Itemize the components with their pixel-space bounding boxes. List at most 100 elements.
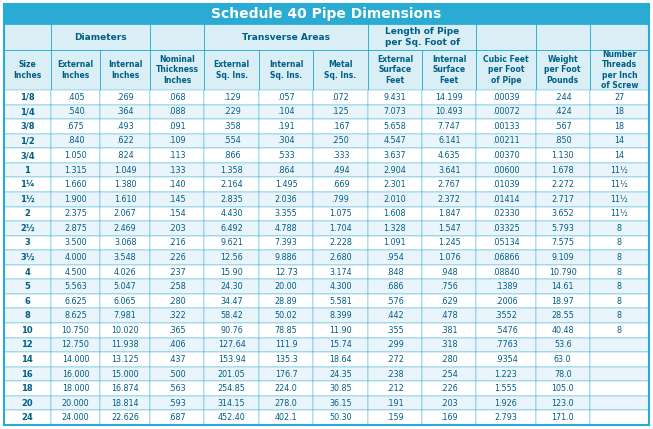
Text: 10.020: 10.020	[112, 326, 139, 335]
Bar	[150, 105, 204, 119]
Text: 1.555: 1.555	[494, 384, 517, 393]
Bar	[590, 119, 649, 134]
Bar	[422, 396, 477, 411]
Bar	[477, 105, 535, 119]
Text: .00072: .00072	[492, 107, 520, 116]
Text: 3.068: 3.068	[114, 239, 136, 248]
Bar	[101, 163, 150, 177]
Text: .216: .216	[168, 239, 186, 248]
Text: 9.109: 9.109	[551, 253, 574, 262]
Text: 2.164: 2.164	[220, 180, 243, 189]
Text: 2.372: 2.372	[438, 195, 461, 204]
Bar	[150, 396, 204, 411]
Text: 50.30: 50.30	[329, 413, 352, 422]
Text: 20.00: 20.00	[275, 282, 297, 291]
Bar	[368, 177, 422, 192]
Bar	[259, 279, 313, 294]
Text: 58.42: 58.42	[220, 311, 243, 320]
Bar	[535, 411, 590, 425]
Text: 7.073: 7.073	[383, 107, 406, 116]
Text: .686: .686	[386, 282, 404, 291]
Text: .850: .850	[554, 136, 571, 145]
Text: .948: .948	[441, 268, 458, 277]
Bar	[535, 50, 590, 90]
Bar	[368, 105, 422, 119]
Bar	[590, 367, 649, 381]
Bar	[4, 279, 51, 294]
Text: 1: 1	[24, 166, 30, 175]
Bar	[259, 338, 313, 352]
Bar	[477, 119, 535, 134]
Bar	[259, 236, 313, 250]
Bar	[51, 323, 101, 338]
Bar	[477, 24, 535, 50]
Bar	[204, 221, 259, 236]
Text: .068: .068	[168, 93, 186, 102]
Text: .5476: .5476	[494, 326, 517, 335]
Bar	[477, 90, 535, 105]
Bar	[204, 119, 259, 134]
Text: 11½: 11½	[611, 166, 628, 175]
Text: 10.493: 10.493	[436, 107, 463, 116]
Text: 1.076: 1.076	[438, 253, 460, 262]
Bar	[150, 24, 204, 50]
Text: .254: .254	[440, 369, 458, 378]
Bar	[204, 396, 259, 411]
Bar	[422, 177, 477, 192]
Bar	[150, 192, 204, 206]
Bar	[4, 134, 51, 148]
Bar	[368, 192, 422, 206]
Text: 1.050: 1.050	[64, 151, 87, 160]
Bar	[150, 265, 204, 279]
Text: Length of Pipe
per Sq. Foot of: Length of Pipe per Sq. Foot of	[385, 27, 460, 47]
Bar	[313, 119, 368, 134]
Text: 123.0: 123.0	[551, 399, 574, 408]
Text: .954: .954	[386, 253, 404, 262]
Text: 314.15: 314.15	[218, 399, 246, 408]
Text: .669: .669	[332, 180, 349, 189]
Bar	[535, 352, 590, 367]
Bar	[368, 279, 422, 294]
Bar	[259, 206, 313, 221]
Bar	[101, 50, 150, 90]
Text: 14: 14	[614, 136, 624, 145]
Text: 16: 16	[22, 369, 33, 378]
Text: .3552: .3552	[494, 311, 517, 320]
Bar	[313, 90, 368, 105]
Bar	[259, 396, 313, 411]
Bar	[204, 352, 259, 367]
Text: 254.85: 254.85	[217, 384, 246, 393]
Bar	[313, 396, 368, 411]
Text: .203: .203	[441, 399, 458, 408]
Text: .258: .258	[168, 282, 186, 291]
Text: .272: .272	[386, 355, 404, 364]
Text: .191: .191	[278, 122, 295, 131]
Bar	[422, 119, 477, 134]
Bar	[477, 148, 535, 163]
Bar	[590, 323, 649, 338]
Text: 53.6: 53.6	[554, 340, 571, 349]
Bar	[51, 148, 101, 163]
Bar	[101, 90, 150, 105]
Bar	[368, 308, 422, 323]
Bar	[4, 105, 51, 119]
Text: Internal
Surface
Feet: Internal Surface Feet	[432, 55, 466, 85]
Text: 3: 3	[24, 239, 30, 248]
Bar	[368, 250, 422, 265]
Bar	[477, 367, 535, 381]
Bar	[313, 192, 368, 206]
Bar	[204, 105, 259, 119]
Bar	[313, 177, 368, 192]
Text: .1389: .1389	[495, 282, 517, 291]
Text: .133: .133	[168, 166, 186, 175]
Bar	[368, 163, 422, 177]
Text: 11.90: 11.90	[329, 326, 352, 335]
Bar	[4, 148, 51, 163]
Text: 1.900: 1.900	[64, 195, 87, 204]
Text: .563: .563	[168, 384, 186, 393]
Text: 8: 8	[24, 311, 30, 320]
Bar	[313, 221, 368, 236]
Text: 90.76: 90.76	[220, 326, 243, 335]
Bar	[368, 24, 477, 50]
Bar	[51, 177, 101, 192]
